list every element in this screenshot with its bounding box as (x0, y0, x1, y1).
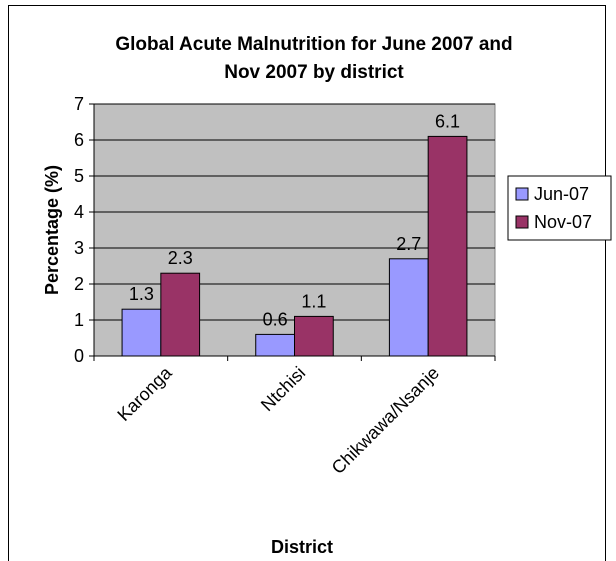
y-tick-label: 1 (74, 310, 84, 330)
axes (89, 103, 496, 361)
bar-Jun-07-Chikwawa/Nsanje (388, 258, 429, 357)
legend-label: Nov-07 (534, 212, 592, 232)
bar-Jun-07-Karonga (121, 308, 162, 357)
data-label: 1.3 (129, 284, 154, 304)
data-label: 0.6 (263, 309, 288, 329)
y-tick-label: 4 (74, 202, 84, 222)
y-tick-label: 2 (74, 274, 84, 294)
legend-label: Jun-07 (534, 184, 589, 204)
bar-Nov-07-Chikwawa/Nsanje (427, 135, 468, 357)
chart-title-line-2: Nov 2007 by district (224, 62, 404, 83)
chart-title: Global Acute Malnutrition for June 2007 … (115, 34, 512, 83)
x-tick-label: Ntchisi (257, 363, 309, 415)
chart-frame (8, 5, 606, 561)
y-tick-label: 3 (74, 238, 84, 258)
data-label: 2.3 (168, 248, 193, 268)
y-tick-label: 7 (74, 94, 84, 114)
x-tick-label: Chikwawa/Nsanje (328, 363, 443, 478)
bar-Nov-07-Ntchisi (294, 315, 334, 357)
x-tick-label: Karonga (113, 362, 176, 425)
data-label: 2.7 (396, 234, 421, 254)
data-label: 1.1 (301, 291, 326, 311)
legend-box (507, 175, 612, 241)
legend-swatch-Nov-07 (515, 215, 529, 229)
y-tick-label: 5 (74, 166, 84, 186)
legend-swatch-Jun-07 (515, 187, 529, 201)
x-tick-labels: Karonga Ntchisi Chikwawa/Nsanje (113, 362, 443, 478)
data-labels: 1.3 2.3 0.6 1.1 2.7 6.1 (129, 111, 460, 329)
y-axis-title: Percentage (%) (42, 165, 62, 295)
legend: Jun-07 Nov-07 (507, 175, 612, 241)
bar-Jun-07-Ntchisi (255, 333, 295, 357)
y-tick-labels: 0 1 2 3 4 5 6 7 (74, 94, 84, 366)
y-tick-label: 0 (74, 346, 84, 366)
bar-Nov-07-Karonga (160, 272, 201, 357)
bars (121, 135, 468, 357)
y-tick-label: 6 (74, 130, 84, 150)
data-label: 6.1 (435, 111, 460, 131)
chart-title-line-1: Global Acute Malnutrition for June 2007 … (115, 34, 512, 55)
x-axis-title: District (271, 537, 333, 557)
